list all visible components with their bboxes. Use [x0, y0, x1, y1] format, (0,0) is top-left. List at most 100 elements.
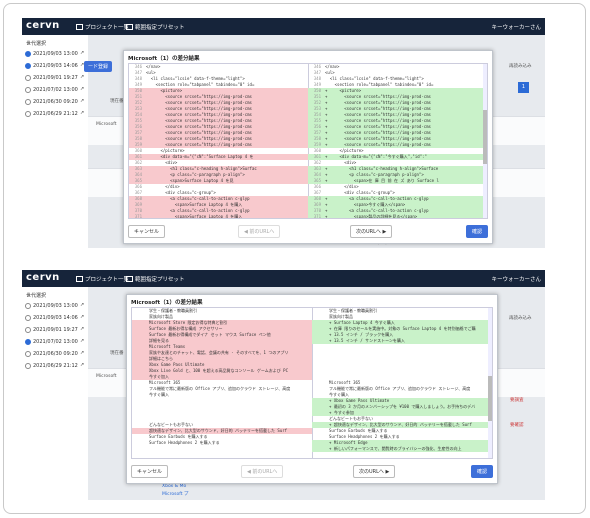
diff-line: + Xbox Game Pass Ultimate [312, 398, 492, 404]
external-link-icon[interactable]: ↗ [80, 50, 85, 56]
diff-scrollbar[interactable] [483, 64, 487, 218]
line-number: 350 [134, 88, 142, 93]
line-number: 368 [134, 196, 142, 201]
generation-radio[interactable]: 2021/06/29 21:12 ↗ [25, 109, 85, 118]
diff-scrollbar[interactable] [488, 308, 492, 458]
line-number: 353 [134, 106, 142, 111]
generation-radio[interactable]: 2021/06/30 09:20 ↗ [25, 97, 85, 106]
generation-radio[interactable]: 2021/07/02 13:00 ↗ [25, 337, 85, 346]
diff-line: 347 <ul> [308, 70, 487, 76]
line-text: Surface 最新お得構成でダイナ セット マウス Surface ペン他 [149, 332, 271, 337]
external-link-icon[interactable]: ↗ [80, 86, 85, 92]
line-text: + <h1 class="c-heading h-align">Surface [325, 166, 439, 171]
line-number: 362 [134, 160, 142, 165]
generation-radio[interactable]: 2021/09/03 14:06 ↗ [25, 61, 85, 70]
diff-line: 362 <div> [308, 160, 487, 166]
prev-url-button[interactable]: ◀ 前のURLへ [238, 225, 281, 238]
diff-line: 346 </nav> [308, 64, 487, 70]
diff-line: 363 <h1 class="c-heading h-align">Surfac [129, 166, 308, 172]
generation-radio[interactable]: 2021/07/02 13:00 ↗ [25, 85, 85, 94]
diff-line: 今すぐ購入 [132, 392, 312, 398]
reload-button[interactable]: 再読み込み [509, 64, 532, 69]
diff-line: 357 + <source srcset="https://img-prod-cm… [308, 130, 487, 136]
line-number: 364 [134, 172, 142, 177]
line-text: <span>Surface Laptop 4 を見 [146, 178, 234, 183]
line-number: 361 [134, 154, 142, 159]
diff-line: 357 <source srcset="https://img-prod-cms [129, 130, 308, 136]
footer-link[interactable]: Microsoft プ [162, 492, 189, 497]
diff-line: Xbox Live Gold と、100 を超える高品質なコンソール ゲームおよ… [132, 368, 312, 374]
radio-icon [25, 51, 31, 57]
external-link-icon[interactable]: ↗ [80, 350, 85, 356]
line-text: + 13.5 インチ / ブラックを購入 [329, 332, 394, 337]
register-button[interactable]: ード登録 [84, 61, 113, 72]
generation-radio[interactable]: 2021/06/30 09:20 ↗ [25, 349, 85, 358]
generation-radio[interactable]: 2021/09/01 19:27 ↗ [25, 325, 85, 334]
diff-line: 355 <source srcset="https://img-prod-cms [129, 118, 308, 124]
nav-projects[interactable]: プロジェクト一覧 [76, 23, 129, 31]
diff-line: Surface Headphones 2 を購入する [132, 440, 312, 446]
line-text: Surface Earbuds を購入する [329, 428, 388, 433]
cancel-button[interactable]: キャンセル [131, 465, 169, 478]
external-link-icon[interactable]: ↗ [80, 326, 85, 332]
confirm-button[interactable]: 確認 [470, 465, 493, 478]
user-menu[interactable]: キーウォーカーさん [491, 277, 541, 283]
generation-radio[interactable]: 2021/09/03 13:00 ↗ [25, 49, 85, 58]
line-number: 350 [313, 88, 321, 93]
footer-link[interactable]: Xbox & Mo [162, 484, 187, 489]
diff-line: + 在庫 限りのセールを実施中。対象の Surface Laptop 4 を特別… [312, 326, 492, 332]
line-text: <source srcset="https://img-prod-cms [146, 130, 252, 135]
confirm-button[interactable]: 確認 [465, 225, 488, 238]
page-button[interactable]: 1 [518, 82, 529, 93]
external-link-icon[interactable]: ↗ [80, 314, 85, 320]
generation-sidebar: 世代選択 2021/09/03 13:00 ↗ 2021/09/03 14:06 ↗… [22, 287, 89, 500]
generation-radio[interactable]: 2021/06/29 21:12 ↗ [25, 361, 85, 370]
line-text: + <source srcset="https://img-prod-cms [325, 118, 431, 123]
line-text: + <p class="c-paragraph p-align"> [325, 172, 424, 177]
diff-line: 347 <ul> [129, 70, 308, 76]
external-link-icon[interactable]: ↗ [80, 302, 85, 308]
external-link-icon[interactable]: ↗ [80, 110, 85, 116]
line-number: 346 [313, 64, 321, 69]
radio-icon [25, 303, 31, 309]
diff-line: + 13.5 インチ / ブラックを購入 [312, 332, 492, 338]
reload-button[interactable]: 再読み込み [509, 316, 532, 321]
diff-line: + Microsoft Edge [312, 440, 492, 446]
diff-line: 家族や友達とのチャット、電話、会議の共有 - そのすべてを、1 つのアプリ [132, 350, 312, 356]
nav-projects[interactable]: プロジェクト一覧 [76, 275, 129, 283]
external-link-icon[interactable]: ↗ [80, 338, 85, 344]
line-text: 今すぐ購入 [329, 392, 349, 397]
diff-line: 今すぐ加入 [132, 374, 312, 380]
next-url-button[interactable]: 次のURLへ ▶ [353, 465, 396, 478]
generation-radio[interactable]: 2021/09/03 13:00 ↗ [25, 301, 85, 310]
line-text: <h1 class="c-heading h-align">Surfac [146, 166, 257, 171]
diff-line: 350 + <picture> [308, 88, 487, 94]
line-text: </nav> [325, 64, 340, 69]
user-menu[interactable]: キーウォーカーさん [491, 25, 541, 31]
line-text: Microsoft 365 [329, 380, 361, 385]
next-url-button[interactable]: 次のURLへ ▶ [350, 225, 393, 238]
line-number: 358 [313, 136, 321, 141]
prev-url-button[interactable]: ◀ 前のURLへ [241, 465, 284, 478]
external-link-icon[interactable]: ↗ [80, 98, 85, 104]
line-number: 365 [313, 178, 321, 183]
diff-line: + 新しいパフォーマンスで、閲覧時のプライバシーの強化、生産性の向上 [312, 446, 492, 452]
external-link-icon[interactable]: ↗ [80, 74, 85, 80]
sidebar-title: 世代選択 [26, 293, 47, 299]
diff-line: Microsoft Store 限定お得な特典と割引 [132, 320, 312, 326]
external-link-icon[interactable]: ↗ [80, 362, 85, 368]
line-number: 363 [313, 166, 321, 171]
cancel-button[interactable]: キャンセル [128, 225, 166, 238]
radio-icon [25, 87, 31, 93]
nav-presets[interactable]: 範囲指定プリセット [126, 23, 185, 31]
generation-radio[interactable]: 2021/09/03 14:06 ↗ [25, 313, 85, 322]
line-text: + <source srcset="https://img-prod-cms [325, 112, 431, 117]
line-text: Microsoft Teams [149, 344, 186, 349]
diff-line: 353 <source srcset="https://img-prod-cms [129, 106, 308, 112]
nav-presets[interactable]: 範囲指定プリセット [126, 275, 185, 283]
line-text: + <span>製品の詳細を見る</span> [325, 214, 418, 218]
line-text: + 在庫 限りのセールを実施中。対象の Surface Laptop 4 を特別… [329, 326, 476, 331]
diff-line: 詳細を見る [132, 338, 312, 344]
generation-radio[interactable]: 2021/09/01 19:27 ↗ [25, 73, 85, 82]
external-link-icon[interactable]: ↗ [80, 62, 85, 68]
